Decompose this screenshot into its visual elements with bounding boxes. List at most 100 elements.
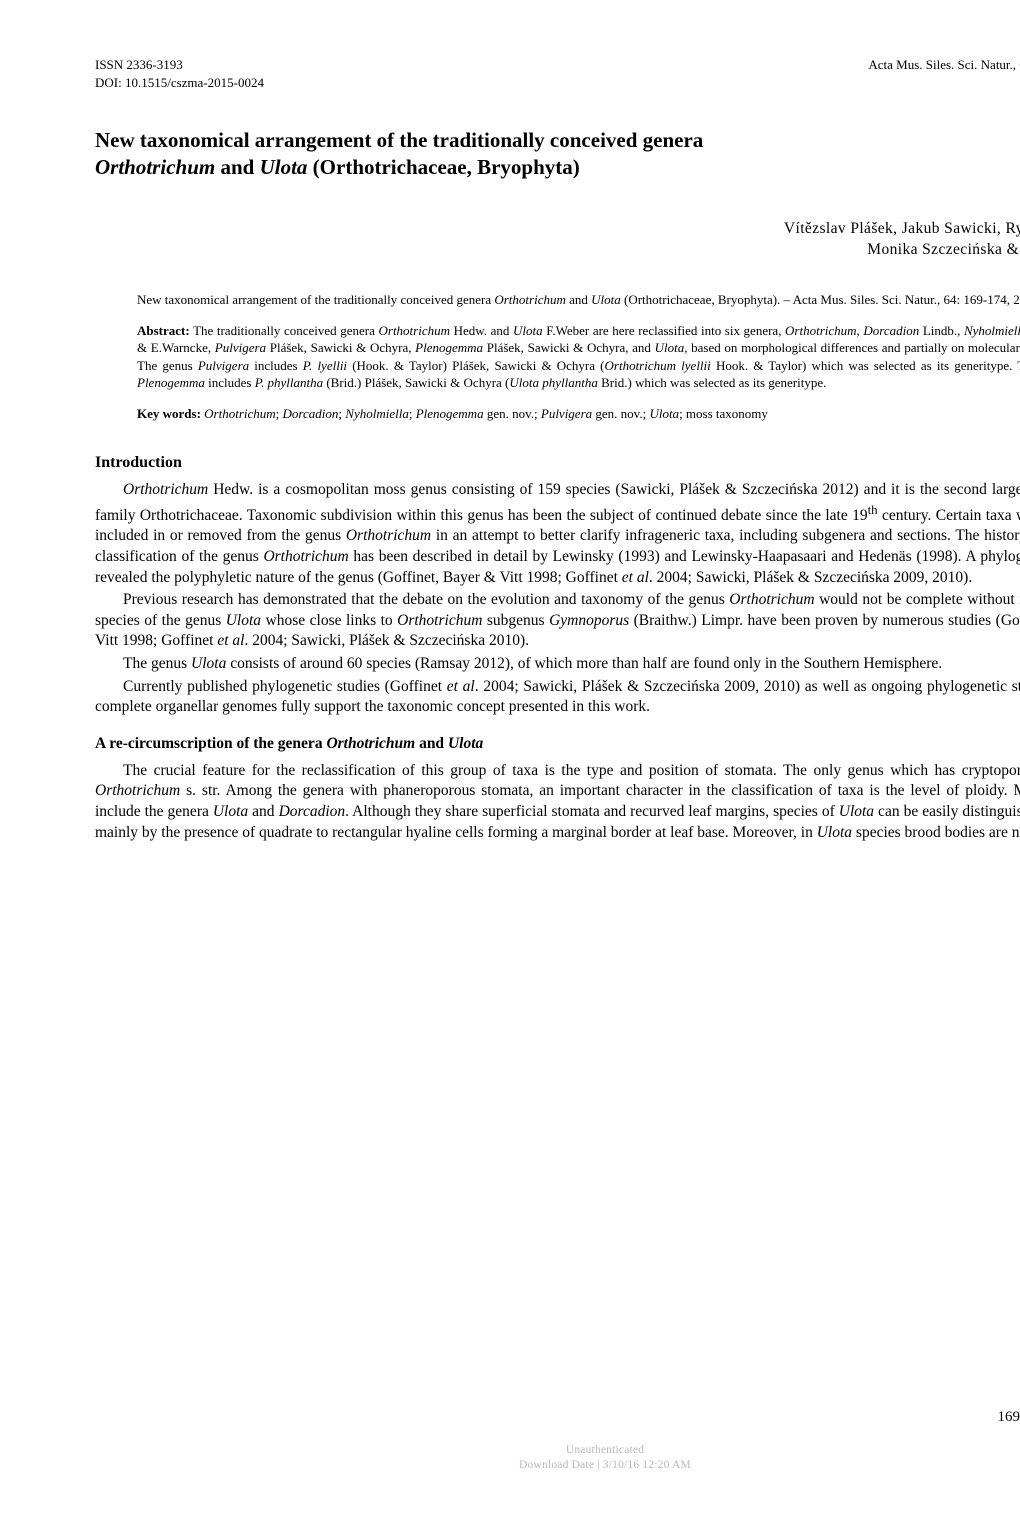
section-heading-introduction: Introduction [95,452,1020,474]
ip2-t4: subgenus [482,612,549,629]
kw-aft4: gen. nov.; [484,406,541,421]
abs-cit-it1: Orthotrichum [494,292,566,307]
title-line1: New taxonomical arrangement of the tradi… [95,128,703,152]
ip2-it5: et al [217,632,244,649]
journal-citation: Acta Mus. Siles. Sci. Natur., 64: 169-17… [868,56,1020,74]
rc-it1: Orthotrichum [95,782,180,799]
title-line2-mid: and [215,155,259,179]
ip1-it2: Orthotrichum [346,527,431,544]
page-footer: 169 Unauthenticated Download Date | 3/10… [95,1407,1020,1474]
ip2-it3: Orthotrichum [397,612,482,629]
abs-it1: Orthotrichum [379,323,451,338]
watermark-line2: Download Date | 3/10/16 12:20 AM [519,1459,691,1471]
kw-sep1: ; [276,406,283,421]
ip2-t1: Previous research has demonstrated that … [123,591,729,608]
kw-it5: Pulvigera [541,406,592,421]
abs-t8: Plášek, Sawicki & Ochyra, and [483,340,655,355]
ip1-sup: th [868,502,878,517]
download-watermark: Unauthenticated Download Date | 3/10/16 … [95,1443,1020,1474]
header-left: ISSN 2336-3193 DOI: 10.1515/cszma-2015-0… [95,56,264,91]
abs-t14: (Brid.) Plášek, Sawicki & Ochyra ( [323,375,509,390]
authors-line2: Monika Szczecińska & Tomasz Kulik [867,241,1020,258]
kw-it3: Nyholmiella [345,406,409,421]
abs-it13: P. phyllantha [255,375,323,390]
abs-t7: Plášek, Sawicki & Ochyra, [266,340,415,355]
abs-it11: Orthotrichum lyellii [605,358,711,373]
rc-t4: . Although they share superficial stomat… [345,803,839,820]
page-number: 169 [95,1407,1020,1427]
ip1-it4: et al [622,569,649,586]
abs-cit-it2: Ulota [591,292,621,307]
abs-it2: Ulota [513,323,543,338]
ip3-t1: The genus [123,655,191,672]
ip2-t3: whose close links to [261,612,397,629]
doi-line: DOI: 10.1515/cszma-2015-0024 [95,74,264,92]
ip2-it1: Orthotrichum [729,591,814,608]
ip4-t1: Currently published phylogenetic studies… [123,678,447,695]
keywords-label: Key words: [137,406,201,421]
ip1-t5: . 2004; Sawicki, Plášek & Szczecińska 20… [649,569,972,586]
rc-it5: Ulota [817,824,852,841]
abs-t1: The traditionally conceived genera [190,323,379,338]
abs-it8: Ulota [655,340,685,355]
rc-it2: Ulota [213,803,248,820]
abs-t2: Hedw. and [450,323,513,338]
kw-it4: Plenogemma [416,406,484,421]
abs-cit-mid1: and [566,292,591,307]
ip2-it2: Ulota [226,612,261,629]
header-right: Acta Mus. Siles. Sci. Natur., 64: 169-17… [868,56,1020,91]
sub-it2: Ulota [448,735,483,752]
authors-line1: Vítězslav Plášek, Jakub Sawicki, Ryszard… [784,220,1020,237]
ip1-it3: Orthotrichum [263,548,348,565]
abs-cit-post: (Orthotrichaceae, Bryophyta). – Acta Mus… [621,292,1020,307]
ip4-it1: et al [447,678,475,695]
subheading-recircumscription: A re-circumscription of the genera Ortho… [95,734,1020,755]
kw-aft5: gen. nov.; [592,406,649,421]
ip2-it4: Gymnoporus [549,612,629,629]
abstract-citation: New taxonomical arrangement of the tradi… [137,291,1020,309]
article-title: New taxonomical arrangement of the tradi… [95,127,1020,182]
intro-para-4: Currently published phylogenetic studies… [95,677,1020,718]
ip3-t2: consists of around 60 species (Ramsay 20… [226,655,942,672]
ip2-t6: . 2004; Sawicki, Plášek & Szczecińska 20… [244,632,529,649]
abs-t15: Brid.) which was selected as its generit… [598,375,827,390]
ip1-it1: Orthotrichum [123,481,208,498]
abs-it3: Orthotrichum [785,323,857,338]
abs-it14: Ulota phyllantha [509,375,597,390]
intro-para-3: The genus Ulota consists of around 60 sp… [95,654,1020,675]
kw-it2: Dorcadion [283,406,339,421]
keywords: Key words: Orthotrichum; Dorcadion; Nyho… [137,405,1020,423]
title-line2-post: (Orthotrichaceae, Bryophyta) [307,155,579,179]
abstract-block: New taxonomical arrangement of the tradi… [137,291,1020,422]
kw-sep3: ; [409,406,416,421]
rc-it4: Ulota [839,803,874,820]
watermark-line1: Unauthenticated [566,1444,644,1456]
abs-it9: Pulvigera [198,358,249,373]
rc-t3: and [248,803,278,820]
intro-para-1: Orthotrichum Hedw. is a cosmopolitan mos… [95,480,1020,588]
recirc-para-1: The crucial feature for the reclassifica… [95,761,1020,843]
abs-cit-pre: New taxonomical arrangement of the tradi… [137,292,494,307]
rc-t1: The crucial feature for the reclassifica… [123,762,1020,779]
rc-it3: Dorcadion [279,803,346,820]
abs-it4: Dorcadion [863,323,919,338]
ip3-it1: Ulota [191,655,226,672]
abs-it6: Pulvigera [215,340,266,355]
abs-it7: Plenogemma [415,340,483,355]
title-it2: Ulota [260,155,308,179]
abs-it5: Nyholmiella [964,323,1020,338]
page-wrap: { "header": { "issn": "ISSN 2336-3193", … [95,56,1020,1498]
abs-t12: Hook. & Taylor) which was selected as it… [711,358,1020,373]
sub-mid: and [415,735,448,752]
abstract-body: Abstract: The traditionally conceived ge… [137,322,1020,392]
kw-it6: Ulota [649,406,679,421]
issn-line: ISSN 2336-3193 [95,56,264,74]
kw-aft6: ; moss taxonomy [679,406,768,421]
kw-it1: Orthotrichum [201,406,276,421]
abs-t3: F.Weber are here reclassified into six g… [543,323,785,338]
authors-block: Vítězslav Plášek, Jakub Sawicki, Ryszard… [95,218,1020,261]
abs-t10: includes [249,358,303,373]
abs-t13: includes [205,375,255,390]
sub-it1: Orthotrichum [326,735,415,752]
sub-pre: A re-circumscription of the genera [95,735,326,752]
